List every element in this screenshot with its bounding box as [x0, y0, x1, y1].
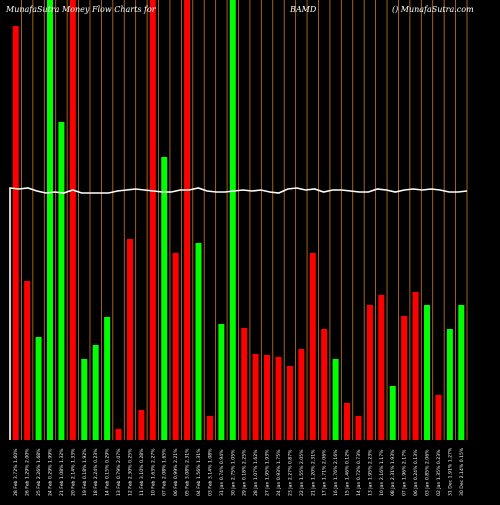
- x-tick-label: 30 Dec 2.14% 0.15%: [459, 447, 465, 496]
- x-tick-label: 15 Jan 1.46% 0.12%: [345, 449, 351, 496]
- bar-down: [252, 354, 259, 440]
- bar-down: [241, 328, 248, 440]
- x-tick-label: 10 Jan 2.16% 1.17%: [379, 449, 385, 496]
- bar-down: [435, 395, 442, 440]
- x-tick-label: 16 Jan 1.76% 2.16%: [333, 449, 339, 496]
- bar-down: [286, 366, 293, 440]
- x-tick-label: 12 Feb 2.30% 0.25%: [127, 448, 133, 496]
- bar-up: [92, 345, 99, 440]
- x-tick-label: 24 Feb 0.29% 1.99%: [47, 448, 53, 496]
- x-tick-label: 14 Feb 0.15% 0.29%: [105, 448, 111, 496]
- bar-up: [218, 324, 225, 440]
- bar-up: [195, 243, 202, 440]
- bar-up: [389, 386, 396, 440]
- divider-lines: [21, 0, 468, 440]
- x-tick-label: 25 Feb 2.26% 1.68%: [36, 448, 42, 496]
- x-tick-label: 05 Feb 3.08% 2.31%: [185, 448, 191, 496]
- bar-down: [206, 416, 213, 440]
- bar-down: [149, 0, 156, 440]
- x-tick-label: 13 Feb 0.79% 2.07%: [116, 448, 122, 496]
- x-tick-label: 06 Jan 0.24% 0.13%: [413, 449, 419, 496]
- x-tick-label: 20 Feb 2.14% 1.33%: [70, 448, 76, 496]
- x-tick-label: 08 Jan 2.31% 1.93%: [390, 449, 396, 496]
- x-tick-label: 18 Feb 2.24% 0.23%: [93, 448, 99, 496]
- bar-down: [355, 416, 362, 440]
- bar-down: [344, 403, 351, 440]
- bar-series: [12, 0, 465, 440]
- x-tick-label: 03 Jan 0.85% 2.06%: [425, 449, 431, 496]
- x-tick-label: 26 Feb 1.29% 2.00%: [25, 448, 31, 496]
- bar-down: [378, 295, 385, 440]
- bar-down: [401, 316, 408, 440]
- x-tick-label: 28 Feb 3.72% 1.60%: [13, 448, 19, 496]
- bar-down: [115, 429, 122, 440]
- bar-down: [264, 355, 271, 440]
- x-axis-labels: 28 Feb 3.72% 1.60% 26 Feb 1.29% 2.00% 25 F…: [13, 447, 465, 496]
- x-tick-label: 07 Jan 1.96% 2.17%: [402, 449, 408, 496]
- bar-down: [184, 0, 191, 440]
- x-tick-label: 21 Feb 1.08% 1.32%: [59, 448, 65, 496]
- x-tick-label: 02 Jan 1.35% 0.23%: [436, 449, 442, 496]
- bar-down: [138, 410, 145, 440]
- bar-down: [321, 329, 328, 440]
- x-tick-label: 03 Feb 3.14% 1.08%: [207, 448, 213, 496]
- bar-down: [69, 0, 76, 440]
- x-tick-label: 31 Dec 1.91% 1.27%: [447, 447, 453, 496]
- x-tick-label: 22 Jan 1.55% 2.05%: [299, 449, 305, 496]
- bar-down: [412, 292, 419, 440]
- x-tick-label: 23 Jan 2.27% 0.87%: [287, 449, 293, 496]
- x-tick-label: 10 Feb 1.63% 2.27%: [150, 448, 156, 496]
- x-tick-label: 07 Feb 2.08% 1.65%: [162, 448, 168, 496]
- x-tick-label: 27 Jan 1.95% 1.93%: [265, 449, 271, 496]
- x-tick-label: 14 Jan 0.72% 0.73%: [356, 449, 362, 496]
- bar-down: [309, 253, 316, 440]
- bar-down: [366, 305, 373, 440]
- bar-up: [458, 305, 465, 440]
- x-tick-label: 31 Jan 0.74% 0.94%: [219, 449, 225, 496]
- x-tick-label: 11 Feb 3.10% 0.28%: [139, 448, 145, 496]
- bar-down: [24, 281, 31, 440]
- header-right: () MunafaSutra.com: [392, 5, 474, 14]
- header-symbol: BAMD: [289, 5, 317, 14]
- x-tick-label: 21 Jan 1.20% 2.31%: [310, 449, 316, 496]
- bar-up: [161, 157, 168, 440]
- x-tick-label: 29 Jan 0.18% 2.25%: [242, 449, 248, 496]
- x-tick-label: 30 Jan 2.75% 1.05%: [230, 449, 236, 496]
- bar-down: [126, 239, 133, 440]
- bar-down: [172, 253, 179, 440]
- x-tick-label: 17 Jan 1.71% 2.06%: [322, 449, 328, 496]
- x-tick-label: 28 Jan 1.07% 1.62%: [253, 449, 259, 496]
- bar-up: [332, 359, 339, 440]
- bar-up: [58, 122, 65, 440]
- x-tick-label: 19 Feb 0.18% 1.92%: [82, 448, 88, 496]
- x-tick-label: 13 Jan 1.95% 2.23%: [367, 449, 373, 496]
- header-left: MunafaSutra Money Flow Charts for: [5, 5, 157, 14]
- flow-line: [9, 187, 468, 440]
- bar-down: [275, 357, 282, 440]
- bar-up: [104, 317, 111, 440]
- bar-down: [298, 349, 305, 440]
- x-tick-label: 06 Feb 0.99% 2.21%: [173, 448, 179, 496]
- x-tick-label: 24 Jan 0.93% 1.75%: [276, 449, 282, 496]
- bar-up: [424, 305, 431, 440]
- bar-up: [446, 329, 453, 440]
- bar-up: [81, 359, 88, 440]
- bar-up: [229, 0, 236, 440]
- x-tick-label: 04 Feb 1.56% 1.31%: [196, 448, 202, 496]
- bar-down: [12, 26, 19, 440]
- bar-up: [46, 0, 53, 440]
- bar-up: [35, 337, 42, 440]
